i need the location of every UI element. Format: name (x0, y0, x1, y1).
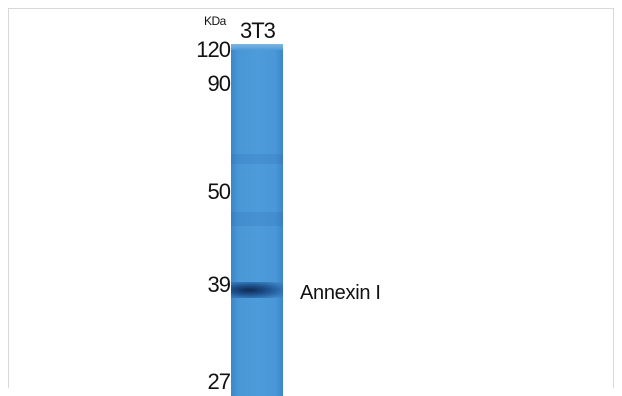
background-smear (231, 154, 283, 164)
marker-27: 27 (207, 369, 232, 394)
marker-50: 50 (207, 179, 232, 204)
marker-39: 39 (207, 272, 232, 297)
kda-unit-label: KDa (204, 14, 226, 28)
protein-band (231, 282, 283, 298)
marker-120: 120 (196, 37, 231, 62)
lane-label-3t3: 3T3 (240, 18, 276, 43)
western-blot-lane (231, 44, 283, 396)
lane-top-edge (231, 44, 283, 50)
protein-label: Annexin I (300, 282, 381, 304)
marker-90: 90 (207, 71, 232, 96)
background-smear (231, 212, 283, 226)
image-frame (8, 8, 614, 388)
